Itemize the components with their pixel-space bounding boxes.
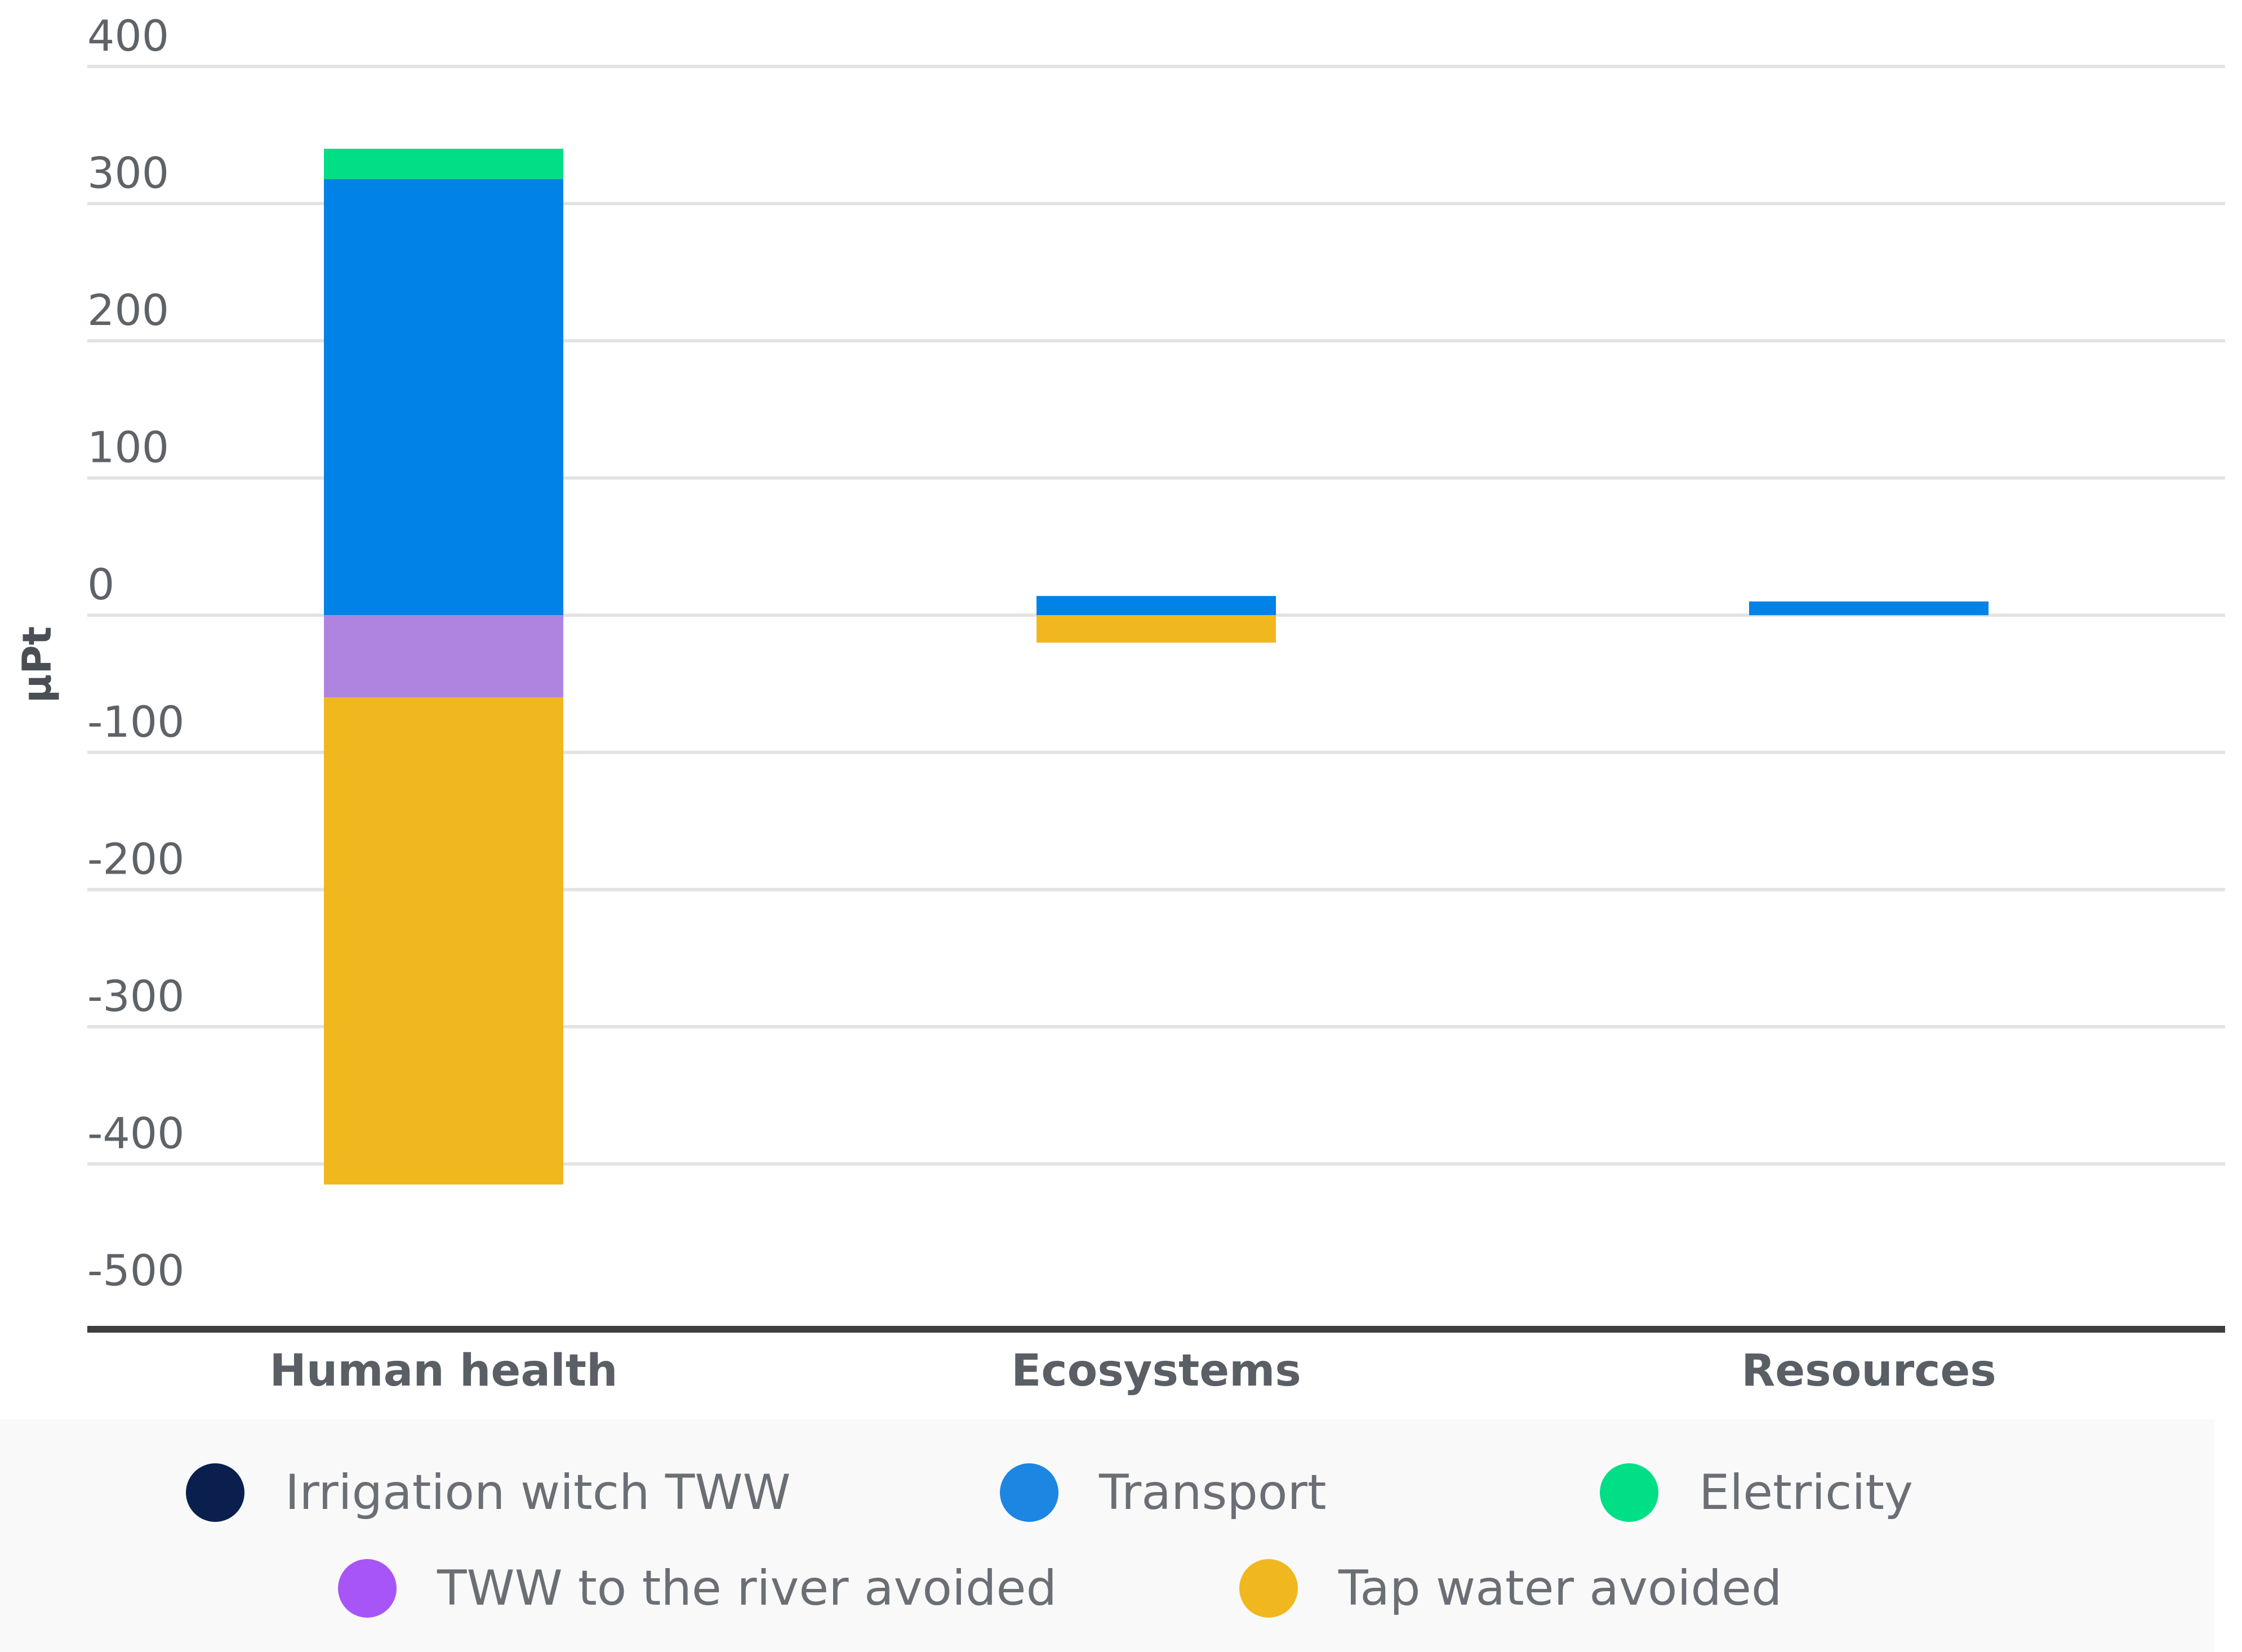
x-category-label: Ecosystems [1011, 1346, 1301, 1396]
legend-dot-eletricity [1600, 1463, 1658, 1522]
bar-segment[interactable] [324, 179, 563, 616]
legend: Irrigation witch TWW Transport Eletricit… [0, 1419, 2214, 1652]
x-axis-categories: Human health Ecosystems Resources [269, 1346, 1996, 1396]
y-tick-label: -200 [87, 834, 184, 884]
legend-label-eletricity: Eletricity [1699, 1464, 1913, 1521]
legend-dot-tww-river-avoided [338, 1559, 397, 1618]
legend-dot-transport [1000, 1463, 1058, 1522]
bars [324, 149, 1989, 1185]
bar-segment[interactable] [1037, 615, 1276, 643]
legend-label-tap-water-avoided: Tap water avoided [1338, 1560, 1782, 1617]
legend-item-eletricity[interactable]: Eletricity [1600, 1459, 1913, 1526]
legend-item-irrigation[interactable]: Irrigation witch TWW [186, 1459, 791, 1526]
y-axis-ticks: 400 300 200 100 0 -100 -200 -300 -400 -500 [87, 11, 184, 1295]
y-tick-label: -100 [87, 697, 184, 747]
y-tick-label: 300 [87, 148, 169, 198]
y-axis-label: µPt [14, 626, 60, 703]
bar-segment[interactable] [324, 697, 563, 1185]
y-tick-label: 200 [87, 285, 169, 335]
bar-segment[interactable] [324, 149, 563, 179]
x-category-label: Human health [269, 1346, 617, 1396]
y-tick-label: 100 [87, 422, 169, 473]
y-tick-label: -300 [87, 971, 184, 1021]
y-tick-label: 400 [87, 11, 169, 61]
y-tick-label: -500 [87, 1245, 184, 1295]
legend-item-tww-river-avoided[interactable]: TWW to the river avoided [338, 1555, 1057, 1622]
x-category-label: Resources [1741, 1346, 1996, 1396]
bar-segment[interactable] [324, 615, 563, 698]
legend-label-irrigation: Irrigation witch TWW [285, 1464, 791, 1521]
legend-label-transport: Transport [1099, 1464, 1327, 1521]
legend-dot-irrigation [186, 1463, 244, 1522]
bar-segment[interactable] [1749, 601, 1989, 616]
bar-segment[interactable] [1037, 596, 1276, 616]
y-tick-label: -400 [87, 1108, 184, 1158]
legend-item-transport[interactable]: Transport [1000, 1459, 1327, 1526]
legend-label-tww-river-avoided: TWW to the river avoided [437, 1560, 1057, 1617]
legend-dot-tap-water-avoided [1239, 1559, 1298, 1618]
legend-item-tap-water-avoided[interactable]: Tap water avoided [1239, 1555, 1782, 1622]
y-tick-label: 0 [87, 559, 114, 609]
